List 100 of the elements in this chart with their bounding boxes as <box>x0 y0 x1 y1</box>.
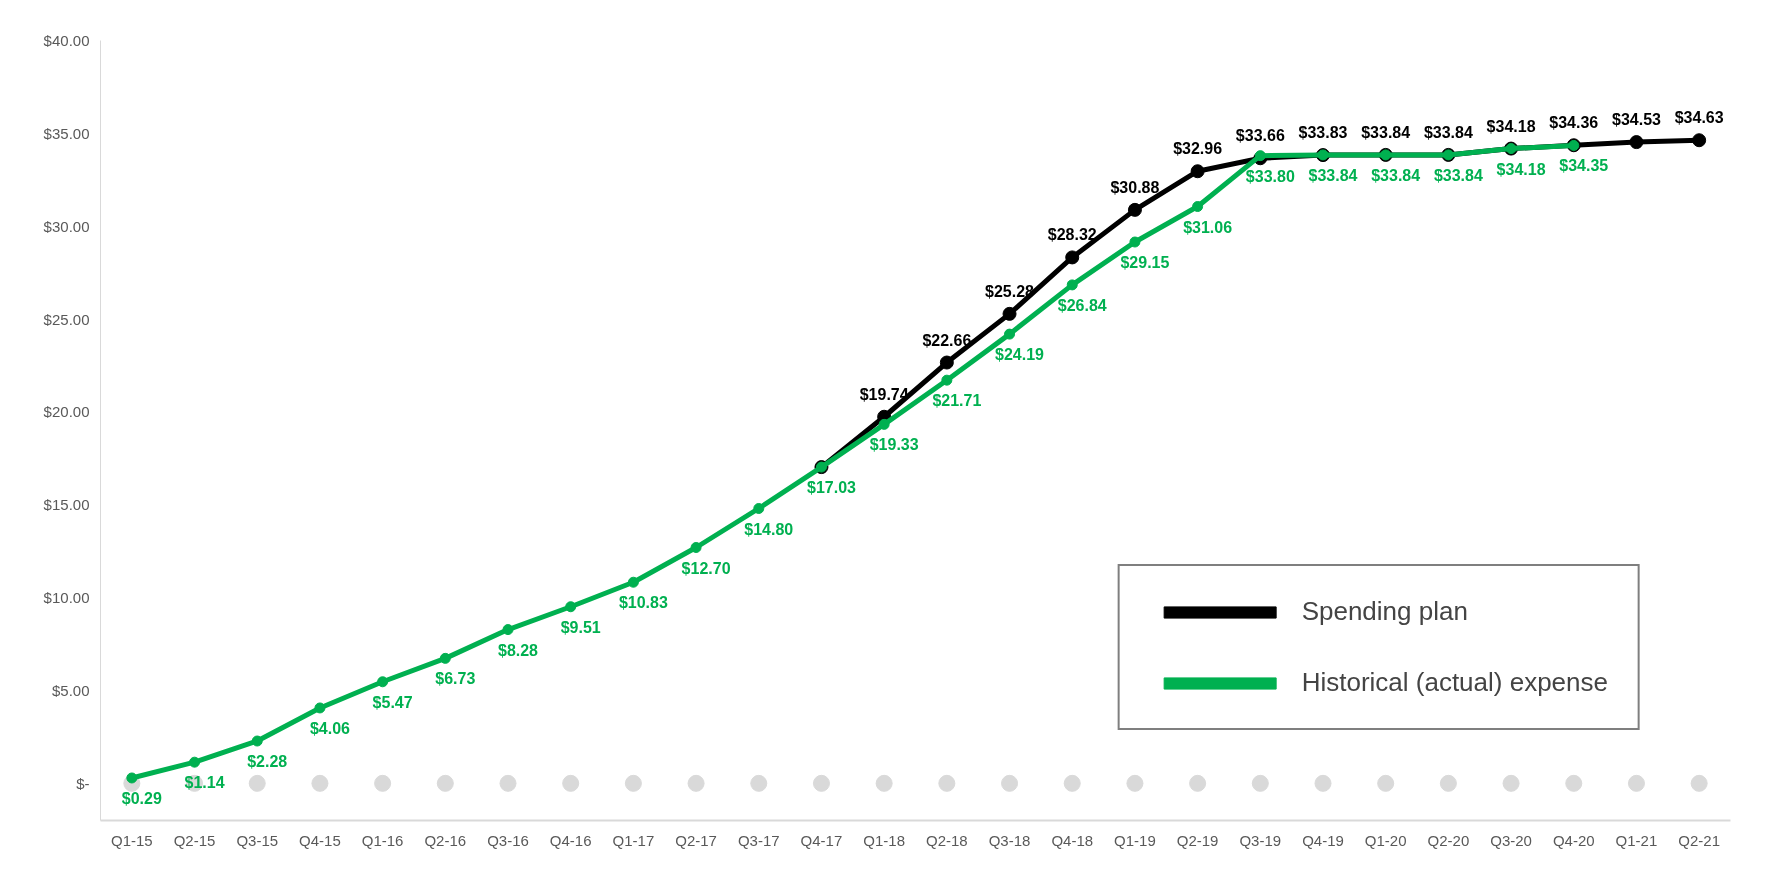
y-tick-label: $30.00 <box>43 217 90 235</box>
data-label: $34.36 <box>1549 114 1599 132</box>
x-tick-label: Q2-18 <box>926 831 968 849</box>
y-tick-label: $5.00 <box>51 682 90 699</box>
x-tick-label: Q2-17 <box>675 831 717 849</box>
data-label: $34.18 <box>1486 117 1536 135</box>
x-tick-label: Q2-21 <box>1678 831 1721 849</box>
point <box>812 774 830 792</box>
x-tick-label: Q3-20 <box>1490 831 1532 849</box>
point <box>938 774 956 792</box>
point <box>377 676 389 688</box>
data-label: $10.83 <box>618 594 668 612</box>
point <box>251 735 263 747</box>
point <box>562 774 580 792</box>
data-label: $30.88 <box>1110 178 1160 196</box>
point <box>750 774 768 792</box>
point <box>624 774 642 792</box>
x-tick-label: Q4-15 <box>299 831 341 849</box>
point <box>1690 774 1708 792</box>
point <box>753 503 765 514</box>
x-tick-label: Q1-16 <box>361 831 404 849</box>
point <box>1502 774 1520 792</box>
point <box>1629 135 1644 150</box>
x-tick-label: Q4-19 <box>1302 831 1344 849</box>
legend-label: Spending plan <box>1301 596 1468 627</box>
point <box>1004 328 1016 340</box>
data-label: $26.84 <box>1057 296 1107 314</box>
point <box>1565 774 1583 792</box>
data-label: $32.96 <box>1173 140 1223 158</box>
x-tick-label: Q1-19 <box>1114 831 1156 849</box>
y-tick-label: $35.00 <box>43 124 90 142</box>
data-label: $28.32 <box>1047 226 1097 244</box>
data-label: $21.71 <box>932 392 982 410</box>
point <box>374 774 392 792</box>
x-tick-label: Q1-15 <box>111 831 153 849</box>
data-label: $0.29 <box>121 789 162 807</box>
point <box>941 374 953 386</box>
point <box>1065 250 1080 265</box>
x-tick-label: Q1-17 <box>612 831 655 849</box>
data-label: $9.51 <box>560 618 601 636</box>
y-tick-label: $15.00 <box>43 496 90 514</box>
point <box>627 576 639 588</box>
point <box>687 774 705 792</box>
point <box>502 624 514 636</box>
point <box>565 601 577 613</box>
point <box>1063 774 1081 792</box>
point <box>439 652 451 664</box>
point <box>1002 306 1017 321</box>
data-label: $33.84 <box>1361 123 1411 141</box>
data-label: $14.80 <box>744 520 794 538</box>
y-tick-label: $10.00 <box>43 589 90 607</box>
point <box>1377 774 1395 792</box>
point <box>1692 133 1707 148</box>
point <box>1190 164 1205 179</box>
point <box>1439 774 1457 792</box>
data-label: $34.18 <box>1496 160 1546 178</box>
x-tick-label: Q3-19 <box>1239 831 1282 849</box>
y-tick-label: $20.00 <box>43 403 90 421</box>
y-tick-label: $- <box>76 774 90 792</box>
x-tick-label: Q3-18 <box>988 831 1031 849</box>
data-label: $2.28 <box>247 753 288 771</box>
legend-label: Historical (actual) expense <box>1301 667 1608 698</box>
data-label: $33.80 <box>1245 167 1295 185</box>
x-tick-label: Q2-20 <box>1427 831 1470 849</box>
x-tick-label: Q2-15 <box>173 831 216 849</box>
x-tick-label: Q1-21 <box>1615 831 1658 849</box>
point <box>436 774 454 792</box>
point <box>939 355 954 370</box>
point <box>311 774 329 792</box>
data-label: $19.33 <box>869 436 919 454</box>
point <box>499 774 517 792</box>
x-tick-label: Q3-15 <box>236 831 279 849</box>
point <box>1189 774 1207 792</box>
x-tick-label: Q1-20 <box>1364 831 1407 849</box>
point <box>690 542 702 553</box>
data-label: $6.73 <box>435 670 476 688</box>
point <box>1192 201 1204 213</box>
point <box>878 418 890 430</box>
x-tick-label: Q4-16 <box>549 831 592 849</box>
point <box>1126 774 1144 792</box>
y-tick-label: $40.00 <box>43 32 90 49</box>
point <box>248 774 266 792</box>
point <box>1251 774 1269 792</box>
point <box>314 702 326 714</box>
data-label: $33.83 <box>1298 124 1348 142</box>
x-tick-label: Q4-17 <box>800 831 843 849</box>
data-label: $34.35 <box>1559 157 1609 175</box>
data-label: $34.53 <box>1611 111 1662 129</box>
x-tick-label: Q2-19 <box>1176 831 1219 849</box>
x-tick-label: Q3-16 <box>487 831 529 849</box>
data-label: $33.84 <box>1423 123 1473 141</box>
data-label: $8.28 <box>497 641 539 659</box>
data-label: $12.70 <box>681 559 731 577</box>
x-tick-label: Q3-17 <box>737 831 780 849</box>
point <box>1127 202 1142 217</box>
y-tick-label: $25.00 <box>43 310 90 328</box>
point <box>189 756 201 768</box>
x-tick-label: Q4-20 <box>1552 831 1595 849</box>
data-label: $29.15 <box>1120 254 1170 271</box>
x-tick-label: Q4-18 <box>1051 831 1094 849</box>
